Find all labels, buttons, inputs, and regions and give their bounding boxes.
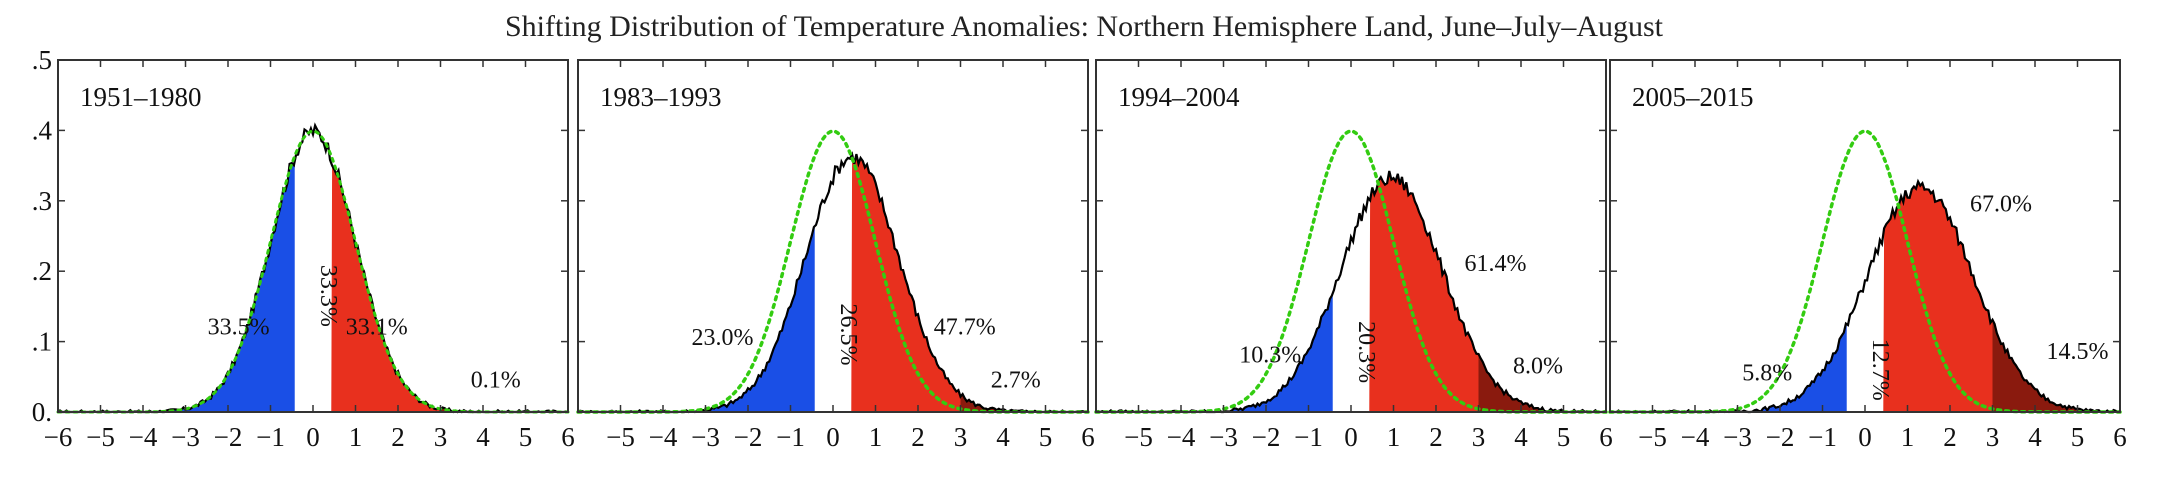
x-tick-label: −5	[1124, 422, 1153, 452]
x-tick-label: −5	[86, 422, 115, 452]
hot-percent: 61.4%	[1465, 251, 1527, 277]
x-tick-label: −1	[1294, 422, 1323, 452]
cold-area	[578, 227, 815, 412]
chart-title: Shifting Distribution of Temperature Ano…	[505, 10, 1664, 43]
x-tick-label: 1	[869, 422, 883, 452]
x-tick-label: −3	[1209, 422, 1238, 452]
baseline-curve	[1608, 129, 2122, 414]
x-tick-label: −1	[1808, 422, 1837, 452]
x-tick-label: 3	[1472, 422, 1486, 452]
hot-percent: 33.1%	[346, 315, 408, 341]
x-tick-label: −1	[256, 422, 285, 452]
panels: 1951–1980 33.5% 33.1% 0.1% 33.3% 1983–1993 23.…	[56, 59, 2122, 414]
period-label: 2005–2015	[1632, 82, 1754, 112]
y-tick-label: 0.	[32, 397, 52, 427]
extreme-hot-area	[960, 394, 1088, 412]
hot-percent: 47.7%	[934, 315, 996, 341]
cold-percent: 10.3%	[1239, 343, 1301, 369]
x-tick-label: 4	[1514, 422, 1528, 452]
x-tick-label: 4	[476, 422, 490, 452]
panel-frame	[577, 59, 1089, 413]
x-tick-label: 3	[1986, 422, 2000, 452]
hot-area	[1369, 171, 1479, 412]
x-tick-label: 3	[434, 422, 448, 452]
y-tick-label: .2	[32, 256, 52, 286]
panel-1: 1951–1980 33.5% 33.1% 0.1% 33.3%	[56, 59, 570, 414]
cold-area	[58, 163, 295, 412]
x-tick-label: 6	[561, 422, 575, 452]
x-tick-label: −1	[776, 422, 805, 452]
panel-4: 2005–2015 5.8% 67.0% 14.5% 12.7%	[1608, 59, 2122, 414]
x-tick-label: 2	[911, 422, 925, 452]
neutral-percent: 12.7%	[1867, 339, 1893, 401]
neutral-percent: 26.5%	[835, 304, 861, 366]
panel-frame	[57, 59, 569, 413]
x-tick-label: −4	[129, 422, 158, 452]
hot-area	[331, 165, 441, 412]
cold-area	[1096, 295, 1333, 412]
x-tick-label: −3	[171, 422, 200, 452]
x-tick-label: 0	[826, 422, 840, 452]
y-tick-label: .4	[32, 115, 53, 145]
hot-area	[1883, 181, 1993, 412]
extreme-hot-percent: 2.7%	[991, 367, 1041, 393]
x-tick-label: 1	[349, 422, 363, 452]
period-label: 1951–1980	[80, 82, 202, 112]
x-tick-label: 4	[996, 422, 1010, 452]
x-tick-label: 2	[1429, 422, 1443, 452]
x-tick-label: 5	[1039, 422, 1053, 452]
extreme-hot-percent: 0.1%	[471, 367, 521, 393]
panel-frame	[1609, 59, 2121, 413]
x-tick-label: 0	[1858, 422, 1872, 452]
x-tick-label: 4	[2028, 422, 2042, 452]
x-tick-label: 2	[1943, 422, 1957, 452]
x-tick-label: 1	[1387, 422, 1401, 452]
x-tick-label: 6	[2113, 422, 2127, 452]
cold-percent: 23.0%	[692, 325, 754, 351]
x-tick-label: 0	[1344, 422, 1358, 452]
neutral-percent: 33.3%	[315, 265, 341, 327]
x-tick-label: −3	[1723, 422, 1752, 452]
x-tick-label: −2	[1766, 422, 1795, 452]
x-tick-label: −6	[44, 422, 73, 452]
x-tick-label: 6	[1081, 422, 1095, 452]
period-label: 1994–2004	[1118, 82, 1240, 112]
extreme-hot-percent: 14.5%	[2047, 339, 2109, 365]
x-tick-label: −4	[1681, 422, 1710, 452]
x-tick-label: −2	[1252, 422, 1281, 452]
extreme-hot-percent: 8.0%	[1513, 353, 1563, 379]
x-tick-label: 6	[1599, 422, 1613, 452]
x-tick-label: 0	[306, 422, 320, 452]
cold-area	[1610, 323, 1847, 412]
x-tick-label: −3	[691, 422, 720, 452]
x-tick-label: 5	[1557, 422, 1571, 452]
x-tick-label: 1	[1901, 422, 1915, 452]
histogram-line	[1609, 178, 2120, 414]
x-axis: −6 −5 −4 −3 −2 −1 0 1 2 3 4 5 6 −5 −4 −3 −2 −1 0 1 2 3 4 5 6 −5 −4…	[44, 422, 2127, 452]
panel-3: 1994–2004 10.3% 61.4% 8.0% 20.3%	[1094, 59, 1608, 414]
hot-percent: 67.0%	[1970, 191, 2032, 217]
cold-percent: 33.5%	[208, 315, 270, 341]
x-tick-label: −5	[606, 422, 635, 452]
neutral-percent: 20.3%	[1353, 321, 1379, 383]
x-tick-label: −5	[1638, 422, 1667, 452]
y-tick-label: .3	[32, 186, 52, 216]
extreme-hot-area	[1992, 319, 2120, 412]
x-tick-label: 5	[519, 422, 533, 452]
x-tick-label: 3	[954, 422, 968, 452]
cold-percent: 5.8%	[1742, 360, 1792, 386]
x-tick-label: −2	[214, 422, 243, 452]
period-label: 1983–1993	[600, 82, 722, 112]
y-tick-label: .5	[32, 45, 52, 75]
x-tick-label: 2	[391, 422, 405, 452]
panel-2: 1983–1993 23.0% 47.7% 2.7% 26.5%	[576, 59, 1090, 414]
x-tick-label: −2	[734, 422, 763, 452]
y-axis: 0. .1 .2 .3 .4 .5	[32, 45, 53, 427]
x-tick-label: −4	[649, 422, 678, 452]
x-tick-label: −4	[1167, 422, 1196, 452]
x-tick-label: 5	[2071, 422, 2085, 452]
y-tick-label: .1	[32, 327, 52, 357]
